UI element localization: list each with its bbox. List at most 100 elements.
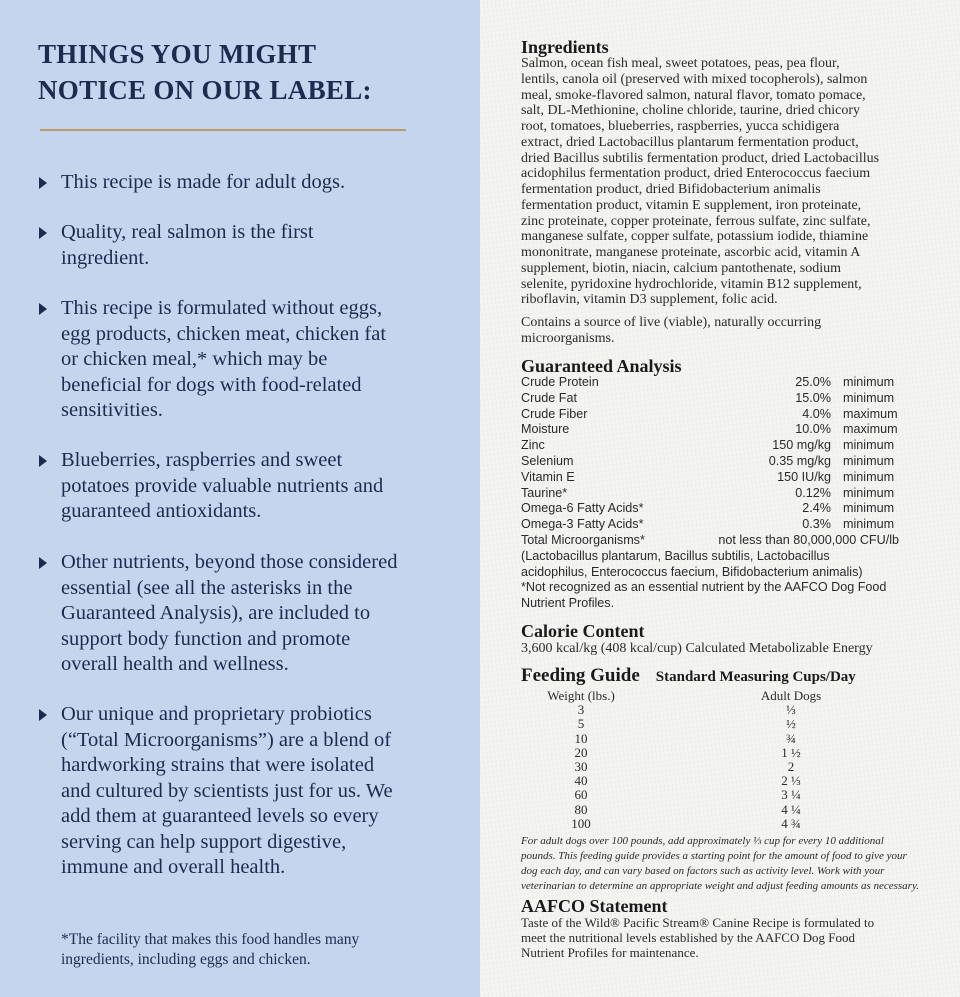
analysis-type: minimum — [843, 485, 895, 500]
analysis-name: Omega-3 Fatty Acids* — [521, 517, 644, 532]
text-line: selenite, pyridoxine hydrochloride, vita… — [521, 276, 862, 292]
bullet-item: Other nutrients, beyond those considered… — [39, 550, 471, 678]
text-line: beneficial for dogs with food-related — [61, 373, 362, 396]
cups-cell: ⅓ — [786, 702, 796, 718]
analysis-name: Moisture — [521, 422, 570, 437]
text-line: root, tomatoes, blueberries, raspberries… — [521, 119, 840, 134]
text-line: Quality, real salmon is the first — [61, 221, 314, 243]
analysis-row: Zinc 150 mg/kg minimum — [521, 438, 899, 454]
analysis-type: minimum — [843, 438, 895, 453]
analysis-type: minimum — [843, 375, 895, 389]
bullet-item: Our unique and proprietary probiotics (“T… — [39, 702, 471, 881]
cups-cell: ¾ — [786, 730, 796, 746]
text-line: (Lactobacillus plantarum, Bacillus subti… — [521, 548, 830, 563]
text-line: zinc proteinate, copper proteinate, ferr… — [521, 213, 871, 229]
bullet-item: This recipe is formulated without eggs, e… — [39, 296, 471, 424]
text-line: For adult dogs over 100 pounds, add appr… — [521, 835, 884, 847]
feeding-row: 20 1 ½ — [521, 744, 941, 760]
feeding-note: For adult dogs over 100 pounds, add appr… — [521, 834, 919, 894]
text-line: egg products, chicken meat, chicken fat — [61, 322, 387, 345]
feeding-row: 10 ¾ — [521, 730, 941, 746]
analysis-value: 0.3% — [802, 517, 831, 532]
analysis-type: maximum — [843, 406, 898, 421]
calorie-heading: Calorie Content — [521, 621, 645, 641]
analysis-name: Vitamin E — [521, 469, 575, 484]
text-line: dried Bacillus subtilis fermentation pro… — [521, 150, 880, 166]
triangle-bullet-icon — [39, 557, 47, 569]
weight-cell: 40 — [574, 773, 588, 789]
footnote: *The facility that makes this food handl… — [61, 930, 461, 970]
text-line: or chicken meal,* which may be — [61, 348, 328, 370]
analysis-value: 15.0% — [795, 390, 831, 405]
analysis-value: not less than 80,000,000 CFU/lb — [718, 532, 899, 547]
analysis-name: Crude Protein — [521, 375, 599, 389]
analysis-row: Vitamin E 150 IU/kg minimum — [521, 470, 899, 486]
analysis-row: Omega-3 Fatty Acids* 0.3% minimum — [521, 517, 899, 533]
label-panel — [480, 0, 960, 997]
footnote-line: ingredients, including eggs and chicken. — [61, 951, 311, 968]
analysis-type: maximum — [843, 422, 898, 437]
probiotic-note: Contains a source of live (viable), natu… — [521, 315, 821, 347]
triangle-bullet-icon — [39, 455, 47, 467]
analysis-type: minimum — [843, 390, 895, 405]
cups-cell: 3 ¼ — [781, 787, 801, 803]
text-line: lentils, canola oil (preserved with mixe… — [521, 71, 868, 87]
analysis-row: Crude Protein 25.0% minimum — [521, 375, 899, 391]
text-line: microorganisms. — [521, 330, 615, 346]
text-line: veterinarian to determine an appropriate… — [521, 880, 919, 892]
text-line: supplement, biotin, niacin, calcium pant… — [521, 260, 841, 276]
divider — [40, 129, 406, 131]
weight-cell: 10 — [574, 730, 588, 746]
text-line: dog each day, and can vary based on fact… — [521, 865, 885, 877]
text-line: overall health and wellness. — [61, 653, 289, 675]
text-line: guaranteed antioxidants. — [61, 500, 262, 522]
title-line: NOTICE ON OUR LABEL: — [38, 75, 372, 105]
feeding-heading: Feeding Guide — [521, 665, 640, 686]
text-line: hardworking strains that were isolated — [61, 754, 375, 776]
text-line: mononitrate, manganese proteinate, ascor… — [521, 245, 861, 260]
weight-cell: 80 — [574, 801, 588, 817]
text-line: potatoes provide valuable nutrients and — [61, 474, 384, 497]
cups-cell: 4 ¼ — [781, 801, 801, 817]
analysis-table: Crude Protein 25.0% minimum Crude Fat 15.0% m… — [521, 375, 899, 612]
text-line: *Not recognized as an essential nutrient… — [521, 580, 887, 595]
text-line: meal, smoke-flavored salmon, natural fla… — [521, 87, 866, 103]
analysis-row: Total Microorganisms* not less than 80,00… — [521, 533, 899, 549]
text-line: acidophilus, Enterococcus faecium, Bifid… — [521, 564, 863, 579]
text-line: support body function and promote — [61, 627, 351, 650]
text-line: ingredient. — [61, 246, 150, 269]
text-line: meet the nutritional levels established … — [521, 930, 855, 946]
analysis-value: 0.35 mg/kg — [768, 453, 831, 468]
analysis-row: Omega-6 Fatty Acids* 2.4% minimum — [521, 501, 899, 517]
feeding-header-row: Weight (lbs.) Adult Dogs — [521, 688, 941, 703]
analysis-name: Total Microorganisms* — [521, 532, 645, 547]
feeding-subheading: Standard Measuring Cups/Day — [655, 669, 856, 685]
weight-cell: 20 — [574, 744, 588, 760]
feeding-row: 80 4 ¼ — [521, 801, 941, 817]
text-line: salt, DL-Methionine, choline chloride, t… — [521, 103, 861, 119]
cups-cell: 2 — [787, 758, 795, 774]
analysis-type: minimum — [843, 517, 895, 532]
analysis-row: Selenium 0.35 mg/kg minimum — [521, 454, 899, 470]
triangle-bullet-icon — [39, 177, 47, 189]
analysis-row: Moisture 10.0% maximum — [521, 422, 899, 438]
bullet-item: This recipe is made for adult dogs. — [39, 170, 471, 196]
feeding-row: 100 4 ¾ — [521, 815, 941, 831]
ingredients-list: Salmon, ocean fish meal, sweet potatoes,… — [521, 56, 879, 308]
calorie-text: 3,600 kcal/kg (408 kcal/cup) Calculated … — [521, 641, 873, 656]
weight-cell: 3 — [577, 702, 585, 718]
analysis-type: minimum — [843, 469, 895, 484]
feeding-row: 30 2 — [521, 758, 941, 774]
feeding-row: 40 2 ⅓ — [521, 774, 941, 788]
bullet-item: Blueberries, raspberries and sweet potato… — [39, 448, 471, 525]
text-line: manganese sulfate, copper sulfate, potas… — [521, 229, 869, 245]
analysis-row: Crude Fiber 4.0% maximum — [521, 407, 899, 423]
text-line: This recipe is formulated without eggs, — [61, 297, 383, 319]
text-line: Nutrient Profiles. — [521, 596, 615, 611]
text-line: Guaranteed Analysis), are included to — [61, 602, 371, 624]
text-line: and cultured by scientists just for us. … — [61, 779, 393, 802]
weight-cell: 100 — [571, 815, 591, 831]
text-line: Taste of the Wild® Pacific Stream® Canin… — [521, 915, 875, 930]
